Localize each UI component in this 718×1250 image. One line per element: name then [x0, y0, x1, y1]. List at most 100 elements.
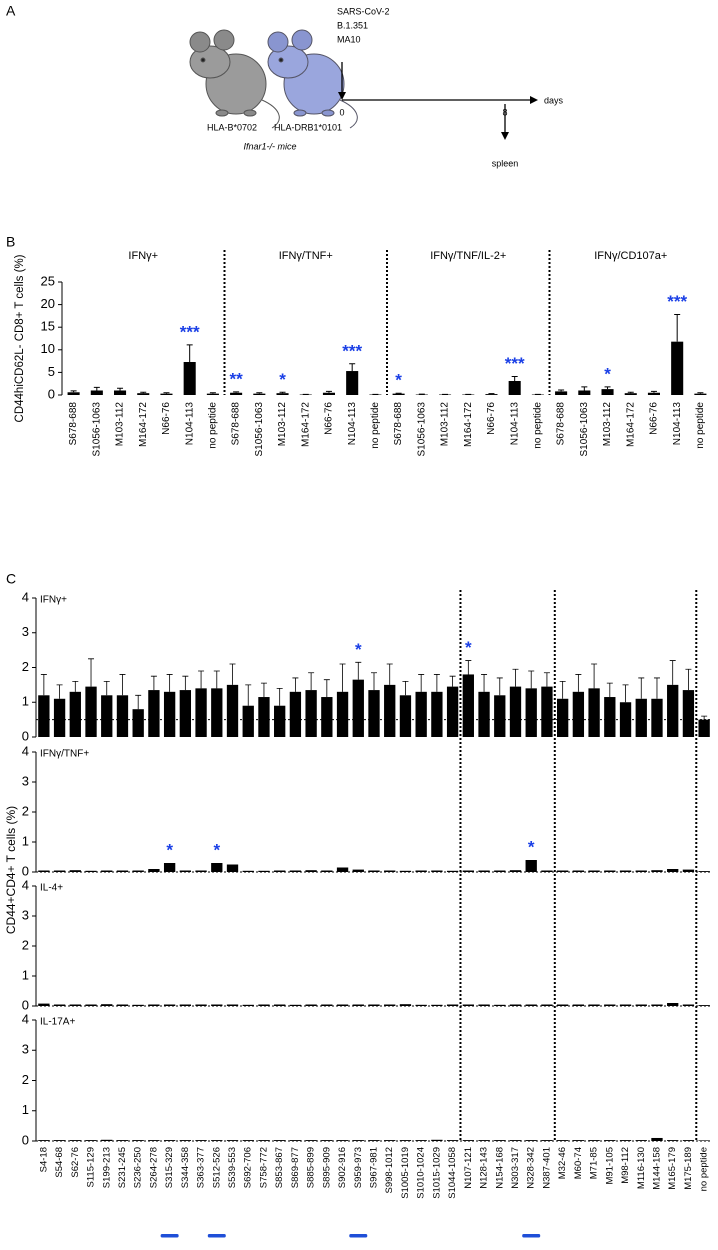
bar — [183, 362, 196, 395]
bar — [226, 684, 239, 737]
bar — [494, 1140, 506, 1141]
bar — [289, 870, 302, 872]
significance: * — [465, 638, 472, 657]
error-bar — [433, 674, 440, 692]
error-bar — [229, 663, 236, 685]
error-bar — [496, 677, 503, 696]
group-title: IFNγ+ — [128, 250, 158, 262]
bar — [132, 870, 144, 872]
x-tick-label: no peptide — [208, 402, 219, 449]
bar — [101, 1004, 113, 1006]
bar — [525, 1004, 537, 1006]
bar — [494, 870, 506, 872]
y-tick-label: 5 — [48, 364, 55, 379]
error-bar — [512, 668, 519, 687]
highlight-underline — [160, 1234, 179, 1238]
error-bar — [117, 387, 124, 391]
significance: *** — [342, 341, 362, 360]
x-tick-label: M164-172 — [138, 402, 149, 447]
bar — [336, 691, 349, 737]
bar — [132, 709, 144, 737]
error-bar — [606, 682, 613, 698]
error-bar — [325, 390, 332, 393]
virus-label: MA10 — [337, 34, 361, 44]
x-tick-label: M60-74 — [573, 1147, 584, 1179]
error-bar — [528, 670, 535, 689]
error-bar — [697, 392, 704, 394]
bar — [604, 697, 616, 737]
bar — [305, 690, 317, 737]
error-bar — [279, 391, 286, 394]
bar — [258, 697, 270, 737]
bar — [698, 1140, 710, 1141]
bar — [38, 870, 50, 872]
bar — [604, 870, 616, 872]
bar — [509, 686, 522, 737]
bar — [541, 1004, 553, 1006]
x-tick-label: S199-213 — [101, 1147, 112, 1188]
significance: * — [604, 364, 611, 383]
bar — [305, 870, 317, 872]
bar — [572, 1140, 585, 1141]
error-bar — [276, 687, 283, 706]
error-bar — [256, 392, 263, 394]
bar — [541, 870, 553, 872]
bar — [509, 1140, 522, 1141]
x-tick-label: M103-112 — [115, 402, 126, 447]
bar — [179, 1140, 192, 1141]
bar — [462, 1140, 474, 1141]
x-tick-label: no peptide — [370, 402, 381, 449]
y-tick-label: 3 — [22, 624, 29, 639]
bar — [541, 1140, 553, 1141]
bar — [85, 1004, 97, 1006]
x-tick-label: S678-688 — [393, 402, 404, 446]
bar — [352, 869, 364, 872]
bar — [462, 674, 474, 737]
bar — [368, 690, 380, 737]
x-tick-label: M91-105 — [604, 1147, 615, 1185]
bar — [258, 1004, 270, 1006]
bar — [226, 1140, 239, 1141]
day-label: 8 — [502, 107, 507, 117]
error-bar — [418, 674, 425, 692]
bar — [698, 871, 710, 872]
x-tick-label: S115-129 — [86, 1147, 97, 1188]
x-tick-label: S62-76 — [70, 1147, 81, 1178]
panel-title: IFNγ+ — [40, 595, 67, 606]
bar — [163, 863, 176, 872]
significance: ** — [229, 369, 243, 388]
significance: * — [355, 640, 362, 659]
bar — [635, 1004, 647, 1006]
group-title: IFNγ/CD107a+ — [594, 250, 667, 262]
bar — [446, 1004, 459, 1006]
x-tick-label: S264-278 — [148, 1147, 159, 1188]
x-tick-label: S539-553 — [227, 1147, 238, 1188]
y-tick-label: 1 — [22, 694, 29, 709]
x-tick-label: M116-130 — [636, 1147, 647, 1189]
bar — [195, 688, 207, 737]
y-tick-label: 1 — [22, 833, 29, 848]
y-tick-label: 0 — [22, 997, 29, 1012]
bar — [179, 690, 192, 737]
bar — [85, 870, 97, 872]
bar — [494, 695, 506, 737]
highlight-underline — [207, 1234, 226, 1238]
bar — [635, 698, 647, 737]
mice-label: Ifnar1-/- mice — [243, 141, 296, 151]
bar — [258, 870, 270, 872]
y-tick-label: 4 — [22, 743, 29, 758]
error-bar — [674, 314, 681, 342]
y-tick-label: 10 — [41, 341, 55, 356]
bar — [289, 1004, 302, 1006]
bar — [415, 691, 427, 737]
bar — [478, 1004, 490, 1006]
group-title: IFNγ/TNF+ — [279, 250, 333, 262]
bar — [90, 390, 103, 395]
bar — [525, 860, 537, 872]
bar — [619, 870, 632, 872]
bar — [619, 1140, 632, 1141]
bar — [446, 870, 459, 872]
significance: * — [166, 840, 173, 859]
bar — [572, 870, 585, 872]
